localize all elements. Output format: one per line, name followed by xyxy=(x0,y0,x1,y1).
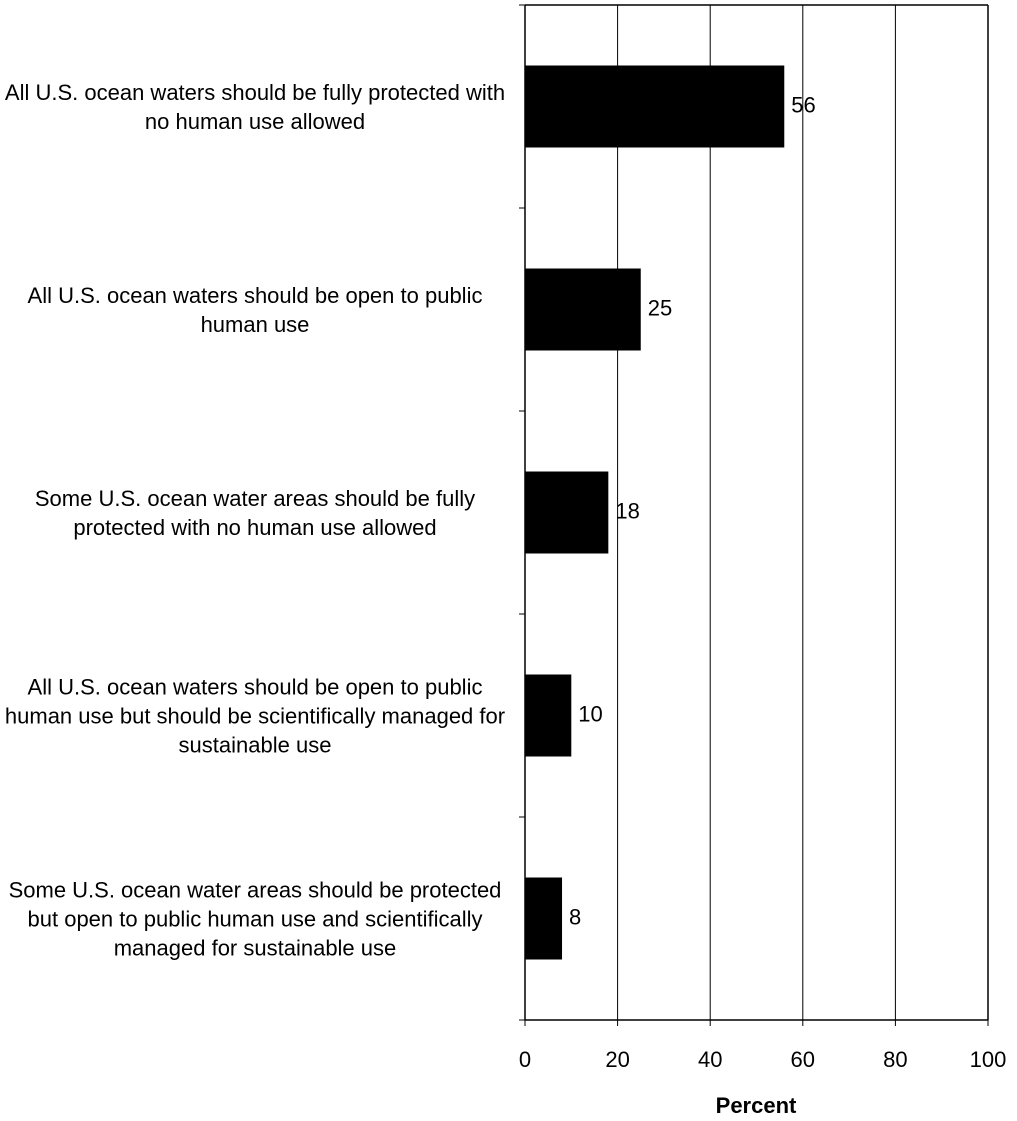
x-axis-label: Percent xyxy=(716,1093,797,1118)
x-tick-label: 80 xyxy=(883,1047,907,1072)
y-tick-label: All U.S. ocean waters should be open to … xyxy=(27,282,483,337)
value-label: 10 xyxy=(578,701,602,726)
x-tick-label: 20 xyxy=(605,1047,629,1072)
value-label: 8 xyxy=(569,904,581,929)
y-tick-label: Some U.S. ocean water areas should be pr… xyxy=(8,877,502,960)
y-tick-label: All U.S. ocean waters should be fully pr… xyxy=(4,79,506,134)
x-tick-label: 100 xyxy=(970,1047,1007,1072)
bar xyxy=(525,471,609,554)
x-tick-label: 40 xyxy=(698,1047,722,1072)
x-tick-label: 60 xyxy=(791,1047,815,1072)
bar xyxy=(525,877,563,960)
value-label: 18 xyxy=(615,498,639,523)
bar xyxy=(525,65,785,148)
y-tick-label: Some U.S. ocean water areas should be fu… xyxy=(34,485,476,540)
value-label: 25 xyxy=(648,295,672,320)
bar xyxy=(525,674,572,757)
bar xyxy=(525,268,641,351)
y-tick-label: All U.S. ocean waters should be open to … xyxy=(4,674,506,757)
x-tick-label: 0 xyxy=(519,1047,531,1072)
value-label: 56 xyxy=(791,92,815,117)
